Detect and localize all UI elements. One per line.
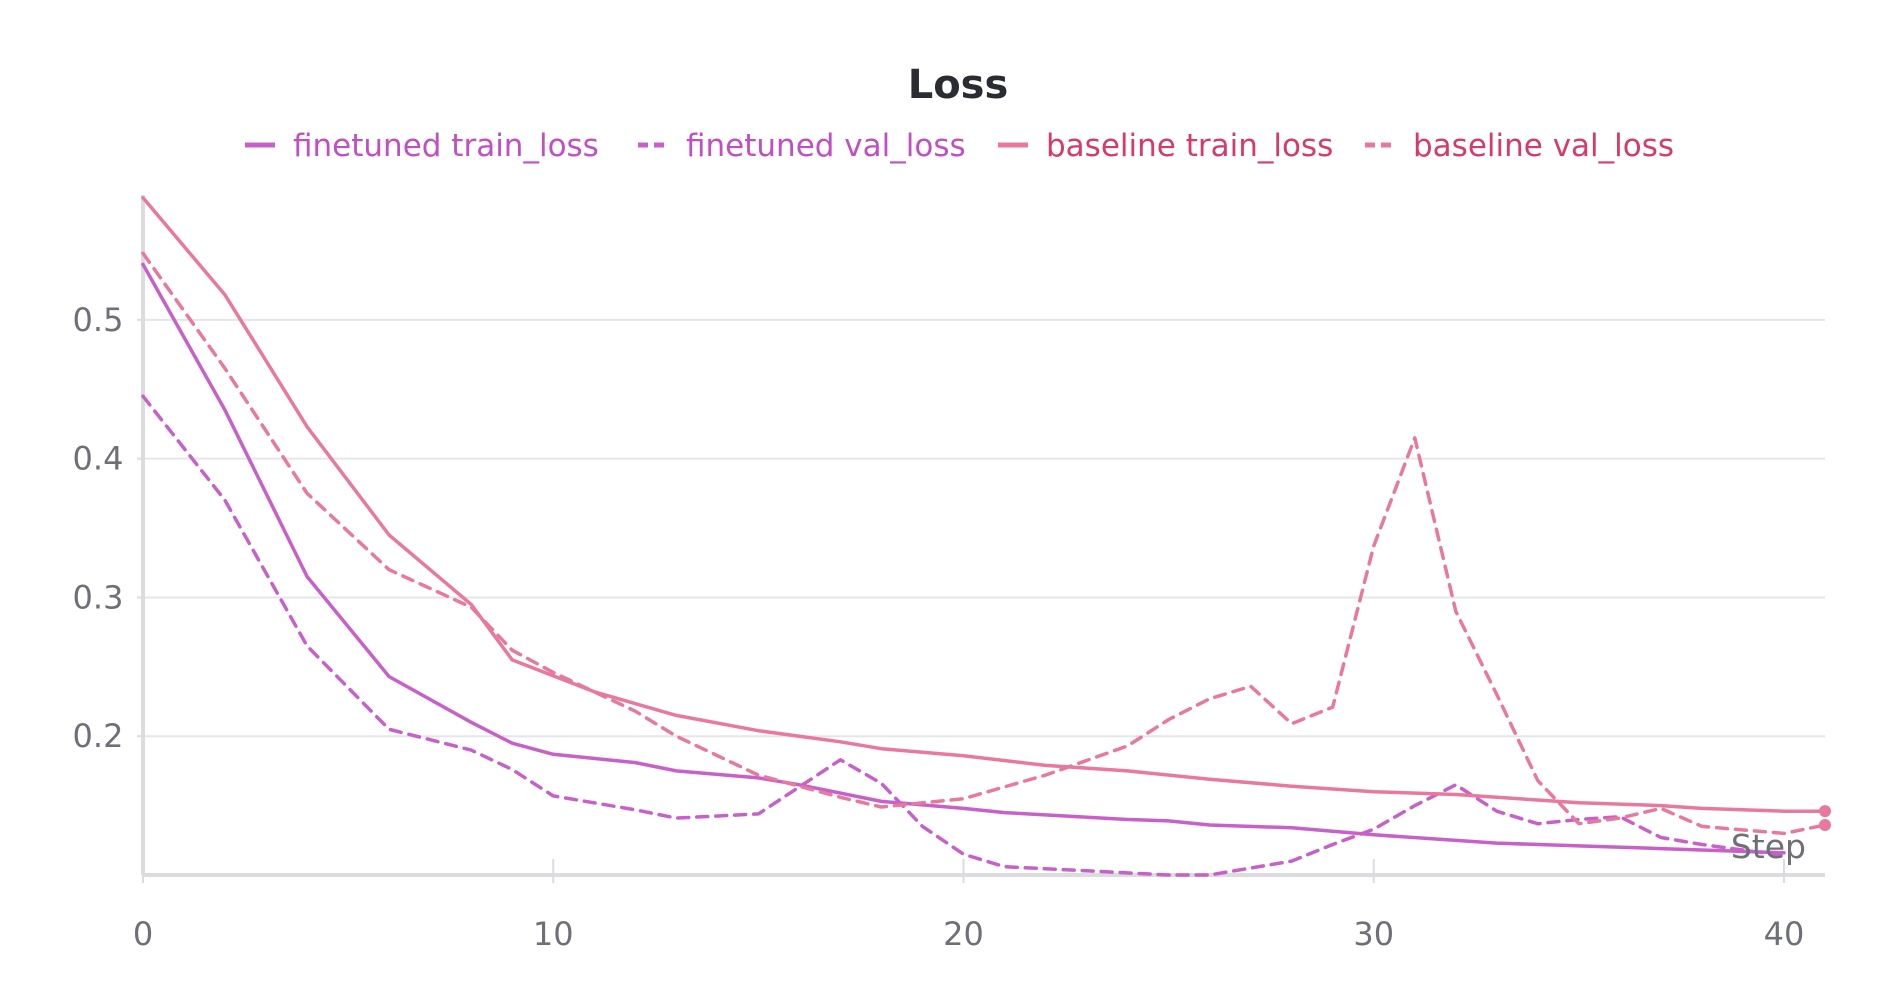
x-tick-label-2: 20 bbox=[943, 915, 984, 953]
grid-lines bbox=[143, 318, 1825, 738]
legend-item-baseline-val-loss[interactable]: baseline val_loss bbox=[1365, 128, 1674, 164]
y-tick-label-2: 0.4 bbox=[73, 440, 124, 478]
tick-labels: 0.2 0.3 0.4 0.5 0 10 20 30 40 bbox=[73, 301, 1805, 953]
y-tick-label-3: 0.5 bbox=[73, 301, 124, 339]
legend-label-baseline-val-loss: baseline val_loss bbox=[1413, 128, 1674, 164]
x-tick-label-1: 10 bbox=[533, 915, 574, 953]
x-tick-label-4: 40 bbox=[1764, 915, 1805, 953]
chart-title: Loss bbox=[908, 62, 1009, 108]
legend-label-finetuned-val-loss: finetuned val_loss bbox=[686, 128, 966, 164]
legend-item-baseline-train-loss[interactable]: baseline train_loss bbox=[998, 128, 1333, 164]
series-line-baseline-train-loss bbox=[141, 196, 1827, 813]
legend-label-baseline-train-loss: baseline train_loss bbox=[1046, 128, 1333, 164]
y-tick-label-0: 0.2 bbox=[73, 717, 124, 755]
x-tick-label-0: 0 bbox=[133, 915, 153, 953]
chart-axes bbox=[137, 195, 1825, 883]
x-axis-label: Step bbox=[1731, 827, 1806, 866]
legend-item-finetuned-val-loss[interactable]: finetuned val_loss bbox=[638, 128, 966, 164]
series-endpoint-baseline-val-loss bbox=[1819, 819, 1831, 832]
series-layer bbox=[141, 196, 1831, 877]
x-tick-label-3: 30 bbox=[1353, 915, 1394, 953]
y-tick-label-1: 0.3 bbox=[73, 578, 124, 616]
series-line-baseline-val-loss bbox=[141, 251, 1827, 836]
series-line-finetuned-val-loss bbox=[141, 394, 1786, 877]
series-line-finetuned-train-loss bbox=[141, 262, 1786, 855]
legend-label-finetuned-train-loss: finetuned train_loss bbox=[293, 128, 599, 164]
series-endpoint-baseline-train-loss bbox=[1819, 805, 1831, 818]
legend-item-finetuned-train-loss[interactable]: finetuned train_loss bbox=[245, 128, 599, 164]
chart-legend: finetuned train_loss finetuned val_loss ba… bbox=[245, 128, 1674, 164]
